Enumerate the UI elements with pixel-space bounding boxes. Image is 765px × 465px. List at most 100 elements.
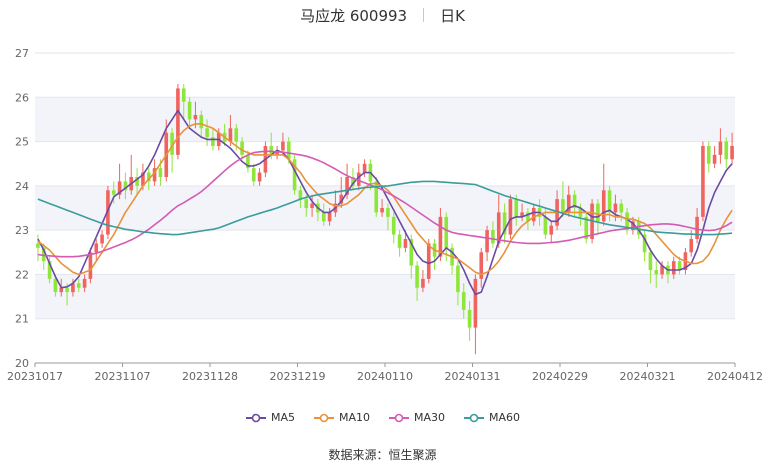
candle-body (724, 141, 729, 160)
candle-body (53, 278, 58, 293)
candle-body (485, 230, 489, 253)
candle-body (321, 212, 326, 222)
candle-body (176, 88, 180, 155)
candle-body (426, 243, 431, 279)
series-line-ma60 (37, 180, 733, 236)
x-tick-label: 20240412 (707, 370, 763, 383)
candle-body (251, 168, 256, 182)
candle-body (59, 287, 64, 293)
series-line-ma5 (37, 109, 733, 296)
plot-band (35, 97, 735, 142)
legend-label: MA30 (414, 411, 446, 424)
candle-body (135, 177, 139, 186)
y-tick-label: 23 (15, 224, 29, 237)
candle-body (356, 172, 361, 186)
legend-swatch-marker (251, 413, 261, 422)
candle-body (619, 203, 624, 213)
x-tick-label: 20231219 (270, 370, 326, 383)
candle-body (566, 194, 571, 213)
candle-body (304, 199, 309, 208)
candle-body (281, 141, 285, 151)
candle-body (491, 230, 495, 244)
y-tick-label: 26 (15, 91, 29, 104)
stock-name-code: 马应龙 600993 (300, 6, 408, 25)
legend-swatch-marker (319, 413, 329, 422)
candle-body (275, 150, 279, 155)
candle-body (286, 141, 291, 160)
x-tick-label: 20231128 (182, 370, 238, 383)
candle-body (327, 212, 332, 222)
series-line-ma30 (37, 150, 733, 258)
candle-body (496, 212, 501, 244)
data-source: 数据来源：恒生聚源 (0, 446, 765, 463)
candle-body (234, 128, 239, 142)
x-tick-label: 20240131 (445, 370, 501, 383)
candle-body (601, 190, 606, 222)
candle-body (310, 203, 314, 208)
legend-item-ma5[interactable]: MA5 (245, 411, 295, 424)
candle-body (71, 283, 75, 293)
candle-body (94, 243, 99, 253)
legend-item-ma10[interactable]: MA10 (313, 411, 370, 424)
candle-body (152, 168, 157, 182)
candle-body (461, 292, 466, 310)
legend-swatch-icon (464, 413, 485, 422)
candle-body (205, 128, 209, 138)
source-label: 数据来源： (328, 448, 389, 462)
candle-body (613, 203, 618, 213)
candle-body (631, 221, 635, 231)
candle-body (117, 181, 122, 195)
plot-bands (35, 97, 735, 319)
candle-body (240, 141, 244, 155)
candle-body (374, 181, 379, 213)
candle-body (170, 132, 174, 155)
x-tick-label: 20240321 (620, 370, 676, 383)
candle-body (146, 172, 151, 182)
candle-body (677, 261, 682, 270)
candle-body (106, 190, 110, 235)
candle-body (671, 261, 676, 275)
candle-body (584, 216, 589, 239)
candle-body (526, 212, 530, 222)
candle-body (386, 208, 390, 217)
candle-body (193, 115, 198, 120)
candle-body (88, 252, 93, 279)
candle-body (158, 168, 163, 177)
candle-body (415, 265, 419, 288)
candle-body (76, 283, 81, 288)
candle-body (706, 146, 711, 164)
candle-body (660, 265, 664, 275)
candle-body (246, 154, 250, 169)
candle-body (642, 234, 647, 253)
chart-title: 马应龙 600993 日K (0, 4, 765, 26)
legend-item-ma30[interactable]: MA30 (388, 411, 445, 424)
candle-body (718, 141, 723, 155)
candles (36, 84, 734, 355)
ma-lines (37, 109, 733, 296)
candle-body (514, 199, 519, 217)
candle-body (100, 234, 104, 244)
candle-body (730, 146, 734, 160)
legend-item-ma60[interactable]: MA60 (463, 411, 520, 424)
candle-body (292, 159, 297, 191)
legend-swatch-icon (313, 413, 334, 422)
legend: MA5 MA10 MA30 MA60 (0, 411, 765, 424)
candle-body (549, 225, 554, 235)
candle-body (362, 163, 367, 173)
candle-body (695, 216, 699, 239)
candle-body (41, 247, 46, 262)
candle-body (689, 239, 694, 253)
candle-body (211, 137, 215, 146)
x-tick-label: 20231017 (7, 370, 63, 383)
candle-body (531, 208, 536, 222)
candle-body (298, 190, 303, 200)
legend-label: MA60 (489, 411, 521, 424)
period-label: 日K (440, 6, 465, 25)
y-tick-label: 27 (15, 47, 29, 60)
candle-body (508, 199, 513, 235)
candle-body (543, 216, 548, 235)
candle-body (257, 172, 262, 182)
candle-body (648, 252, 653, 270)
candle-body (421, 278, 425, 288)
